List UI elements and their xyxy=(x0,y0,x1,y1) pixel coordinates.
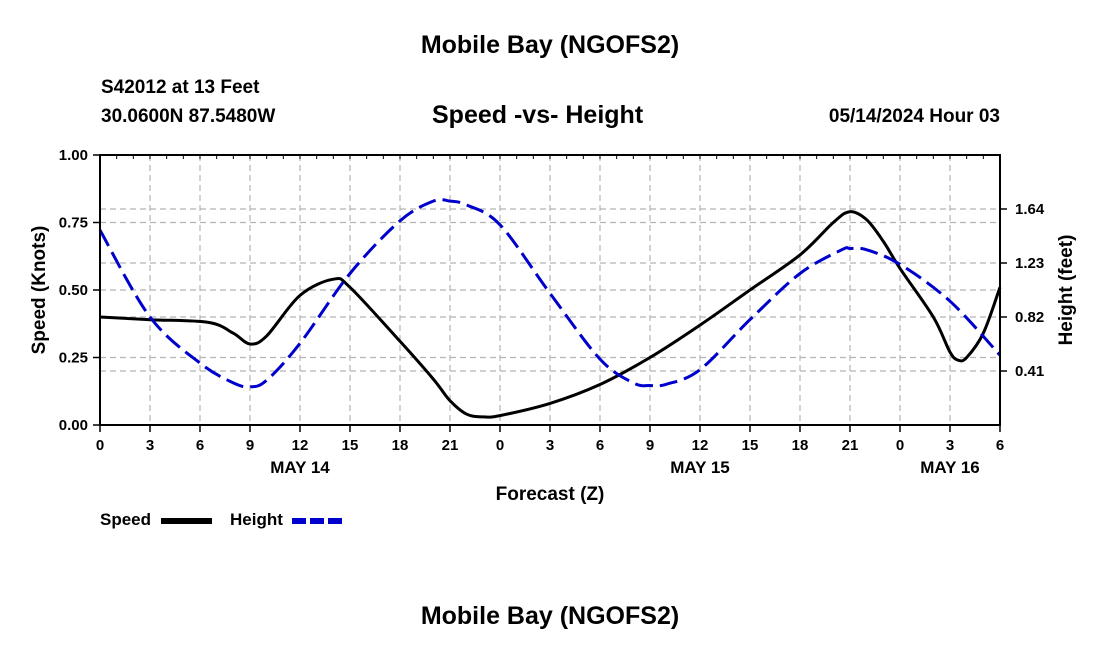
timestamp-label: 05/14/2024 Hour 03 xyxy=(828,106,1000,127)
x-tick-label: 12 xyxy=(292,437,309,454)
x-tick-label: 12 xyxy=(692,437,709,454)
x-tick-label: 3 xyxy=(546,437,554,454)
x-tick-label: 9 xyxy=(646,437,654,454)
grid-lines xyxy=(100,155,1000,425)
y-tick-label: 1.00 xyxy=(59,147,88,164)
date-label: MAY 14 xyxy=(270,458,330,477)
date-label: MAY 15 xyxy=(670,458,730,477)
x-tick-label: 0 xyxy=(496,437,504,454)
date-label: MAY 16 xyxy=(920,458,980,477)
x-tick-label: 6 xyxy=(596,437,604,454)
coordinates-label: 30.0600N 87.5480W xyxy=(101,106,276,127)
footer-title: Mobile Bay (NGOFS2) xyxy=(420,602,680,630)
x-tick-label: 15 xyxy=(342,437,359,454)
y2-tick-label: 0.41 xyxy=(1015,363,1044,380)
x-tick-label: 0 xyxy=(896,437,904,454)
series-line-speed xyxy=(99,210,1002,419)
legend: Speed Height xyxy=(100,510,343,529)
x-tick-label: 3 xyxy=(146,437,154,454)
y-tick-label: 0.75 xyxy=(59,215,88,232)
x-tick-label: 9 xyxy=(246,437,254,454)
x-tick-label: 21 xyxy=(842,437,859,454)
legend-speed-label: Speed xyxy=(100,510,151,529)
x-tick-label: 15 xyxy=(742,437,759,454)
y2-tick-label: 0.82 xyxy=(1015,309,1044,326)
station-label: S42012 at 13 Feet xyxy=(101,77,260,98)
x-axis-label: Forecast (Z) xyxy=(496,484,605,505)
y-axis-label: Speed (Knots) xyxy=(29,226,50,355)
y-tick-label: 0.25 xyxy=(59,350,88,367)
chart-title: Speed -vs- Height xyxy=(432,101,644,129)
x-tick-label: 18 xyxy=(392,437,409,454)
x-tick-label: 6 xyxy=(996,437,1004,454)
x-tick-label: 21 xyxy=(442,437,459,454)
page-title: Mobile Bay (NGOFS2) xyxy=(420,31,680,59)
axis-layer: 0 3 6 9 12 15 18 21 0 3 6 9 12 15 18 21 0 3 6 0.00 0.25 0.50 0… xyxy=(59,147,1045,477)
y2-tick-label: 1.64 xyxy=(1015,201,1045,218)
x-tick-label: 6 xyxy=(196,437,204,454)
y-tick-label: 0.50 xyxy=(59,282,88,299)
x-tick-label: 3 xyxy=(946,437,954,454)
series-layer xyxy=(98,197,1002,419)
y2-axis-label: Height (feet) xyxy=(1056,235,1077,346)
y-tick-label: 0.00 xyxy=(59,417,88,434)
x-tick-label: 0 xyxy=(96,437,104,454)
series-line-height xyxy=(98,197,1002,389)
legend-height-label: Height xyxy=(230,510,283,529)
x-tick-label: 18 xyxy=(792,437,809,454)
y2-tick-label: 1.23 xyxy=(1015,255,1044,272)
